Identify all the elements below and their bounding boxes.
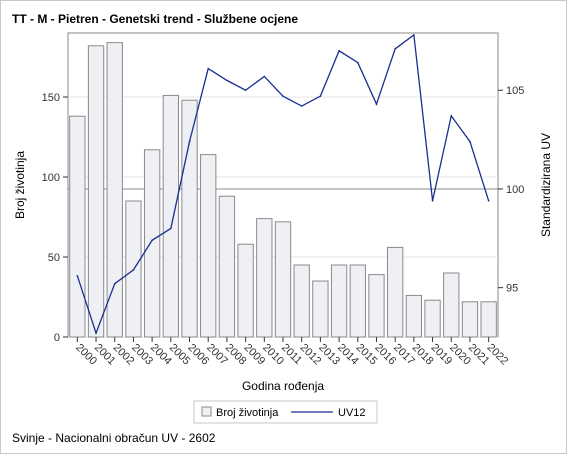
bar-2005 [162,94,179,338]
legend-label-bars: Broj životinja [216,407,279,419]
uv12-point-2017 [394,47,396,50]
uv12-point-2021 [469,140,471,143]
uv12-point-2002 [113,282,116,285]
bar-2002 [106,42,123,338]
bar-2012 [293,264,310,338]
uv12-point-2008 [226,79,228,82]
y-axis-ticks: 0 50 100 150 [42,92,68,344]
y2-axis-ticks: 95 100 105 [498,85,524,295]
legend-bar-swatch [201,406,212,417]
uv12-point-2009 [244,89,247,92]
bar-2014 [330,264,348,338]
bar-2009 [237,243,254,338]
x-axis-label: Godina rođenja [242,379,324,393]
bar-2007 [200,154,217,338]
uv12-point-2015 [356,61,359,64]
y-tick-label-100: 100 [42,172,60,184]
y-tick-label-0: 0 [54,332,60,344]
y-axis-label: Broj životinja [13,151,27,219]
uv12-point-2001 [95,332,97,334]
uv12-point-2004 [151,239,153,242]
y-tick-label-150: 150 [42,92,60,104]
bar-2011 [274,221,292,338]
footnote: Svinje - Nacionalni obračun UV - 2602 [12,431,216,445]
bar-2006 [181,99,198,338]
uv12-point-2003 [132,269,135,271]
bar-2022 [480,301,497,338]
legend-label-line: UV12 [338,407,366,419]
uv12-point-2014 [338,49,340,52]
bar-series [69,42,497,338]
uv12-point-2016 [375,103,378,105]
legend [193,400,378,424]
y2-tick-label-95: 95 [506,283,518,295]
uv12-point-2005 [170,227,172,230]
y2-tick-label-100: 100 [506,184,524,196]
uv12-point-2007 [207,67,210,70]
y2-axis-label: Standardizirana UV [539,133,553,237]
bar-2001 [87,45,105,338]
uv12-point-2000 [76,275,79,277]
line-series [76,33,490,336]
chart-title: TT - M - Pietren - Genetski trend - Služ… [12,12,298,26]
bar-2004 [143,149,161,338]
bar-2008 [218,195,236,338]
uv12-point-2011 [282,95,284,97]
uv12-point-2020 [450,115,453,117]
uv12-point-2006 [188,140,191,143]
uv12-point-2018 [413,34,415,36]
bar-2016 [368,274,385,338]
uv12-point-2012 [300,105,303,107]
bar-2015 [349,264,366,338]
bar-2017 [387,246,404,338]
y-tick-label-50: 50 [48,252,60,264]
uv12-point-2022 [487,199,490,202]
uv12-point-2010 [263,75,266,78]
y2-tick-label-105: 105 [506,85,524,97]
uv12-point-2013 [319,95,322,97]
bar-2020 [443,272,460,338]
x-axis-ticks: 2000200120022003200420052006200720082009… [73,337,510,367]
bar-2000 [69,115,86,338]
uv12-point-2019 [431,199,434,202]
bar-2010 [256,218,273,338]
bar-2018 [405,294,423,338]
bar-2019 [424,299,441,338]
bar-2013 [312,280,329,338]
bar-2021 [461,301,479,338]
